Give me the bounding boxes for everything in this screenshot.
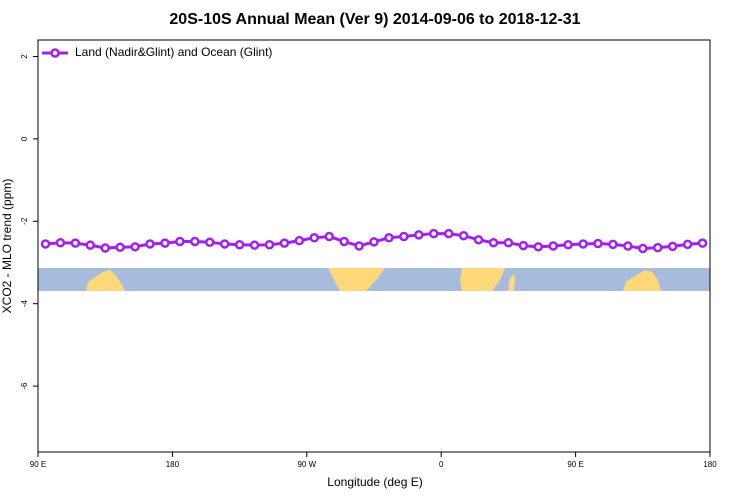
y-tick-label: 2 [20, 54, 29, 59]
legend-label: Land (Nadir&Glint) and Ocean (Glint) [75, 45, 272, 59]
point [100, 243, 110, 253]
point [458, 230, 469, 241]
point [234, 240, 245, 250]
point [399, 231, 409, 242]
x-tick-label: 180 [703, 460, 717, 469]
point [309, 233, 320, 243]
point [667, 241, 678, 252]
point [488, 237, 499, 248]
point [473, 235, 484, 245]
x-tick-label: 90 W [297, 460, 316, 469]
point [443, 228, 454, 239]
point [354, 241, 364, 251]
point [608, 239, 618, 250]
y-tick-label: -6 [20, 382, 29, 390]
point [115, 242, 125, 252]
point [578, 239, 588, 249]
point [40, 239, 51, 249]
point [294, 235, 305, 246]
point [384, 233, 394, 243]
point [279, 238, 290, 248]
point [638, 243, 648, 254]
point [249, 240, 260, 250]
legend-marker [50, 48, 60, 58]
chart-title: 20S-10S Annual Mean (Ver 9) 2014-09-06 t… [169, 11, 580, 28]
point [70, 238, 81, 248]
y-tick-label: 0 [20, 136, 29, 141]
point [548, 241, 558, 251]
point [623, 241, 633, 251]
y-tick-label: -4 [20, 300, 29, 308]
point [518, 240, 529, 251]
x-tick-label: 90 E [30, 460, 46, 469]
x-tick-label: 180 [166, 460, 180, 469]
point [682, 239, 693, 250]
point [130, 242, 140, 252]
point [697, 238, 708, 248]
point [652, 242, 663, 253]
point [428, 228, 439, 239]
plot-frame [37, 39, 711, 453]
point [324, 231, 334, 242]
point [264, 240, 275, 250]
x-axis-label: Longitude (deg E) [327, 475, 422, 489]
point [219, 239, 230, 249]
point [369, 237, 379, 247]
point [204, 237, 215, 248]
point [503, 237, 514, 248]
point [190, 236, 200, 247]
point [414, 230, 424, 240]
point [85, 240, 96, 250]
x-tick-label: 0 [439, 460, 444, 469]
y-tick-label: -2 [20, 217, 29, 225]
y-axis-label: XCO2 - MLO trend (ppm) [0, 179, 14, 314]
map-strip [38, 268, 710, 291]
point [339, 236, 349, 247]
point [145, 239, 155, 249]
point [563, 240, 573, 250]
point [160, 238, 170, 248]
point [55, 237, 66, 248]
x-tick-label: 90 E [567, 460, 583, 469]
point [533, 242, 544, 252]
point [175, 236, 185, 247]
point [593, 238, 603, 249]
